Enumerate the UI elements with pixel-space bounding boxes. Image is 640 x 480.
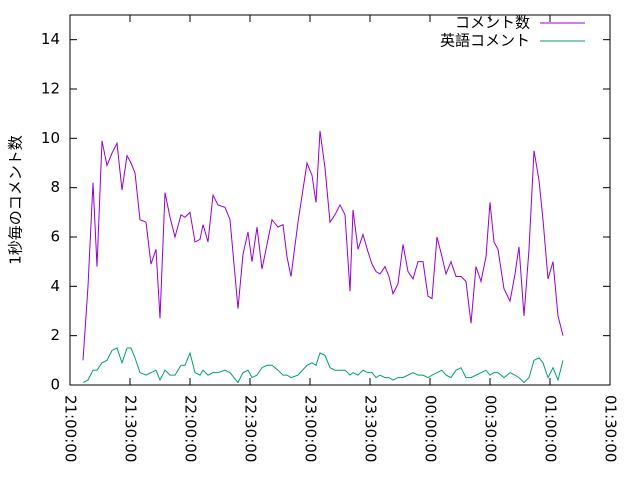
x-tick-label: 23:30:00: [362, 395, 380, 462]
x-tick-label: 22:30:00: [242, 395, 260, 462]
data-line: [82, 130, 564, 361]
x-tick-label: 22:00:00: [182, 395, 200, 462]
x-tick-label: 00:30:00: [482, 395, 500, 462]
y-tick-label: 0: [50, 376, 60, 394]
x-tick-label: 00:00:00: [422, 395, 440, 462]
plot-border: [69, 14, 611, 386]
y-tick-label: 12: [41, 80, 60, 98]
y-tick-label: 10: [41, 129, 60, 147]
y-tick-label: 4: [50, 277, 60, 295]
x-tick-label: 21:00:00: [62, 395, 80, 462]
legend-label: コメント数: [455, 14, 530, 32]
y-tick-label: 6: [50, 228, 60, 246]
x-tick-label: 23:00:00: [302, 395, 320, 462]
data-line: [82, 347, 564, 384]
y-tick-label: 8: [50, 178, 60, 196]
y-tick-label: 14: [41, 30, 60, 48]
x-tick-label: 21:30:00: [122, 395, 140, 462]
y-tick-label: 2: [50, 326, 60, 344]
x-tick-label: 01:30:00: [602, 395, 620, 462]
x-tick-label: 01:00:00: [542, 395, 560, 462]
y-axis-label: 1秒毎のコメント数: [7, 135, 25, 265]
legend-label: 英語コメント: [440, 32, 530, 50]
